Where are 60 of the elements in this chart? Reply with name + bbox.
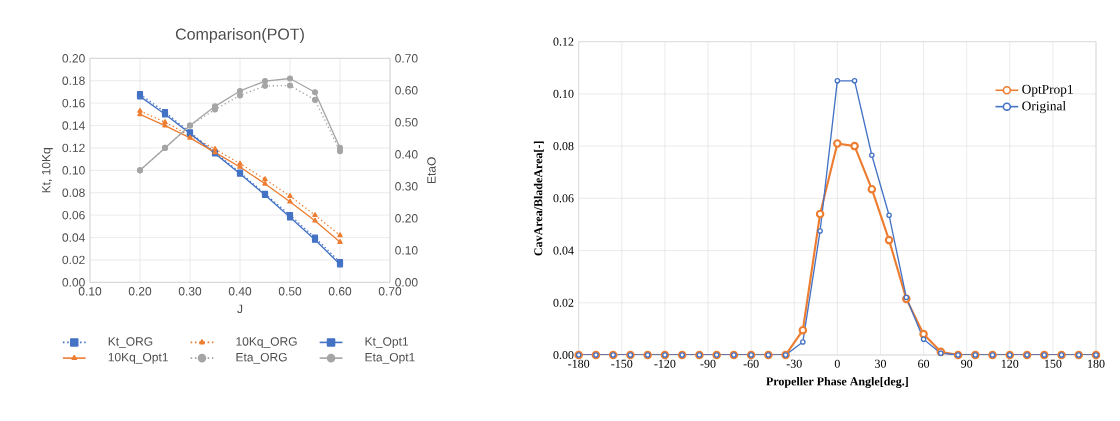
y-tick-label: 0.04 xyxy=(62,233,85,242)
chart-title: Comparison(POT) xyxy=(175,28,304,43)
legend-label: Original xyxy=(1022,101,1066,114)
x-tick-label: 0.40 xyxy=(228,287,252,296)
y-tick-label: 0.08 xyxy=(62,188,85,197)
y-tick-label: 0.06 xyxy=(62,210,85,220)
y2-tick-label: 0.30 xyxy=(395,182,418,191)
x-tick-label: -150 xyxy=(611,359,633,368)
x-tick-label: 0.10 xyxy=(78,287,102,296)
legend-label: 10Kq_Opt1 xyxy=(108,352,168,364)
y-axis-title: CavArea/BladeArea[-] xyxy=(533,141,544,256)
x-tick-label: 60 xyxy=(918,359,930,368)
y-tick-label: 0.10 xyxy=(553,89,574,98)
legend-label: 10Kq_ORG xyxy=(236,337,297,349)
x-tick-label: 180 xyxy=(1088,359,1105,368)
x-tick-label: 90 xyxy=(961,359,973,368)
x-tick-label: 150 xyxy=(1044,359,1062,368)
legend-label: Eta_Opt1 xyxy=(365,352,415,364)
y-tick-label: 0.08 xyxy=(553,142,574,151)
y-tick-label: 0.02 xyxy=(62,255,85,265)
y2-tick-label: 0.50 xyxy=(395,118,418,127)
y2-axis-title: EtaO xyxy=(427,157,436,184)
y2-tick-label: 0.70 xyxy=(395,54,418,63)
legend-label: OptProp1 xyxy=(1022,84,1073,97)
y-tick-label: 0.14 xyxy=(62,121,85,130)
x-tick-label: -30 xyxy=(786,359,802,368)
y-tick-label: 0.00 xyxy=(62,278,85,287)
y2-tick-label: 0.00 xyxy=(395,278,418,287)
x-tick-label: -60 xyxy=(743,359,759,368)
x-axis-title: Propeller Phase Angle[deg.] xyxy=(766,376,908,388)
x-tick-label: 0 xyxy=(834,359,840,368)
y2-tick-label: 0.10 xyxy=(395,246,418,255)
y-tick-label: 0.12 xyxy=(62,143,85,153)
x-tick-label: 0.30 xyxy=(178,287,202,296)
y-tick-label: 0.02 xyxy=(553,298,574,307)
x-tick-label: -180 xyxy=(568,359,590,368)
y-tick-label: 0.10 xyxy=(62,166,85,175)
y-tick-label: 0.18 xyxy=(62,76,85,85)
y-tick-label: 0.12 xyxy=(553,37,574,46)
legend-label: Kt_ORG xyxy=(108,337,153,348)
y-tick-label: 0.00 xyxy=(553,350,574,360)
x-tick-label: 0.60 xyxy=(328,287,352,296)
legend-label: Eta_ORG xyxy=(236,352,287,364)
y-tick-label: 0.20 xyxy=(62,54,85,63)
y-tick-label: 0.16 xyxy=(62,98,85,108)
legend-label: Kt_Opt1 xyxy=(365,337,409,349)
x-tick-label: 0.20 xyxy=(128,287,152,296)
y2-tick-label: 0.20 xyxy=(395,214,418,223)
x-tick-label: 30 xyxy=(875,359,886,368)
y-tick-label: 0.06 xyxy=(553,194,574,203)
x-tick-label: -120 xyxy=(654,359,676,368)
y-axis-title: Kt, 10Kq xyxy=(41,148,53,193)
x-axis-title: J xyxy=(237,304,243,314)
y2-tick-label: 0.60 xyxy=(395,86,418,95)
y-tick-label: 0.04 xyxy=(553,246,574,255)
y2-tick-label: 0.40 xyxy=(395,150,418,159)
x-tick-label: 120 xyxy=(1001,359,1019,368)
x-tick-label: -90 xyxy=(700,359,716,368)
x-tick-label: 0.50 xyxy=(278,287,302,296)
x-tick-label: 0.70 xyxy=(378,287,402,296)
